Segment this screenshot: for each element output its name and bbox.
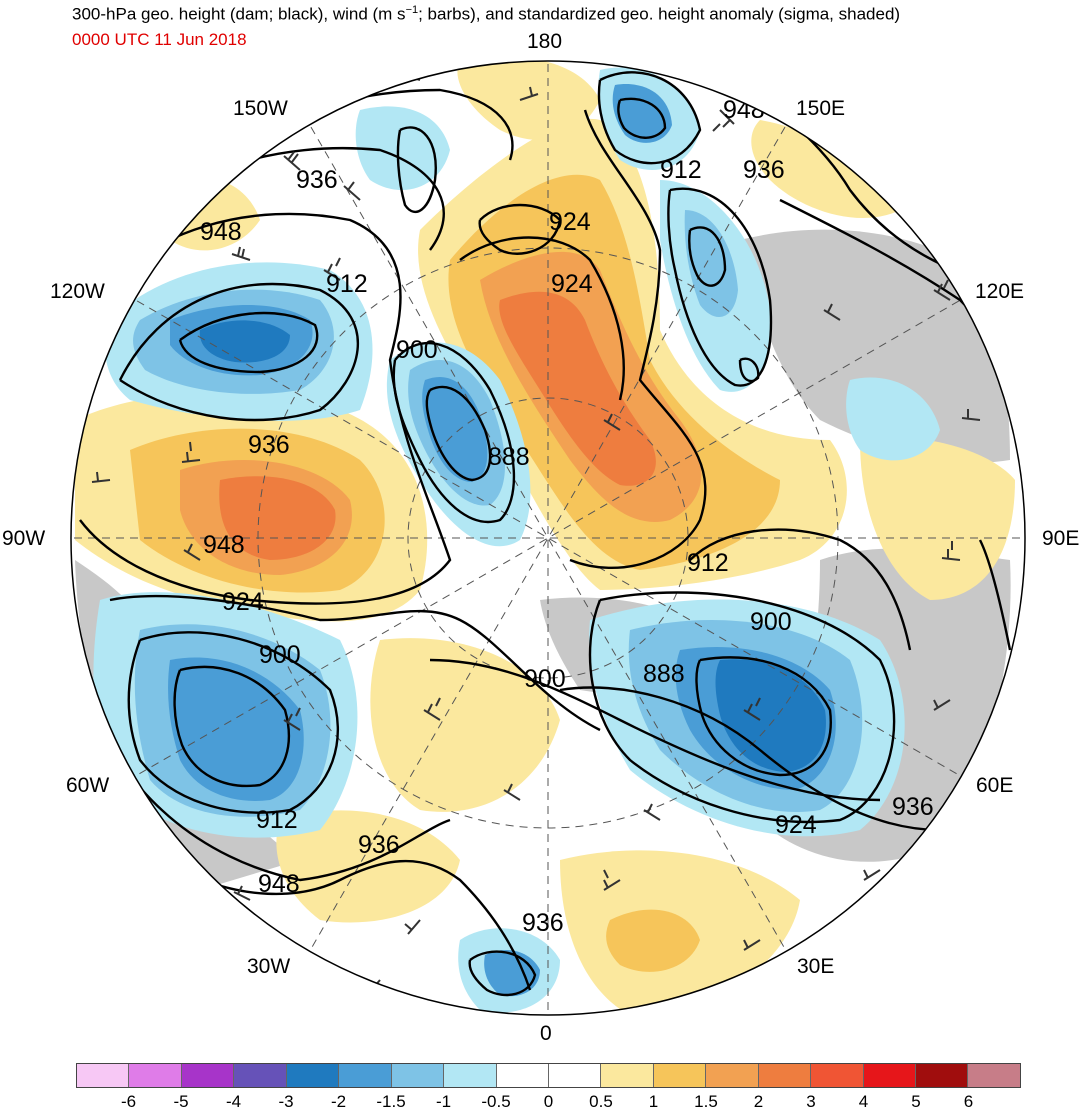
negative-anomaly: [355, 106, 450, 190]
lon-label-0: 0: [540, 1022, 552, 1045]
map-title: 300-hPa geo. height (dam; black), wind (…: [72, 4, 900, 25]
contour-label: 912: [660, 156, 702, 184]
colorbar-box: [548, 1064, 602, 1087]
negative-anomaly: [684, 210, 738, 317]
positive-anomaly: [219, 476, 336, 560]
colorbar-tick-label: 2: [753, 1092, 764, 1111]
lon-label-60w: 60W: [66, 774, 110, 797]
contour-label: 912: [326, 270, 368, 298]
contour-label: 900: [524, 665, 566, 693]
height-contours: [79, 61, 1022, 997]
colorbar-box: [234, 1064, 287, 1087]
colorbar-box: [758, 1064, 812, 1087]
colorbar-tick-label: -3: [278, 1092, 294, 1111]
positive-anomaly: [860, 437, 1015, 600]
title-pre: 300-hPa geo. height (dam; black), wind (…: [72, 4, 406, 24]
lon-label-60e: 60E: [976, 774, 1014, 797]
contour-label: 924: [551, 270, 593, 298]
lon-label-90w: 90W: [2, 527, 46, 550]
positive-anomaly: [499, 291, 656, 486]
colorbar-tick-label: 6: [963, 1092, 974, 1111]
contour-label: 888: [488, 443, 530, 471]
colorbar-tick-label: -4: [225, 1092, 242, 1111]
colorbar-tick-label: 4: [858, 1092, 869, 1111]
wind-barbs: [81, 66, 981, 995]
title-post: ; barbs), and standardized geo. height a…: [418, 4, 901, 24]
colorbar-tick-label: -6: [120, 1092, 137, 1111]
colorbar-tick-label: -0.5: [481, 1092, 511, 1111]
contour-label: 912: [256, 806, 298, 834]
contour-label: 888: [643, 660, 685, 688]
positive-anomaly: [370, 638, 560, 812]
colorbar-tick-label: -1.5: [376, 1092, 406, 1111]
contour-label: 924: [222, 588, 264, 616]
negative-anomaly: [715, 659, 826, 772]
colorbar-tick-label: -2: [330, 1092, 347, 1111]
negative-anomaly: [199, 320, 290, 363]
positive-anomaly: [606, 909, 700, 972]
positive-anomaly: [751, 120, 900, 219]
colorbar-box: [601, 1064, 654, 1087]
contour-label: 900: [259, 641, 301, 669]
colorbar-box: [444, 1064, 497, 1087]
colorbar-box: [916, 1064, 969, 1087]
contour-label: 936: [743, 156, 785, 184]
negative-anomaly: [846, 377, 940, 461]
graticule: [71, 61, 1025, 1015]
contour-label: 948: [258, 870, 300, 898]
contour-label: 936: [522, 909, 564, 937]
contour-label: 900: [750, 608, 792, 636]
colorbar-box: [968, 1064, 1020, 1087]
colorbar-tick-label: 0: [543, 1092, 554, 1111]
colorbar-tick-label: -5: [173, 1092, 189, 1111]
contour-label: 912: [687, 549, 729, 577]
contour-label: 936: [296, 166, 338, 194]
map-disc: 936 948 912 948 912 936 948 924 924 912 …: [71, 61, 1025, 1015]
colorbar-box: [496, 1064, 549, 1087]
colorbar-box: [286, 1064, 340, 1087]
colorbar-tick-label: 0.5: [589, 1092, 613, 1111]
valid-time: 0000 UTC 11 Jun 2018: [72, 30, 247, 49]
lon-label-150w: 150W: [233, 97, 288, 120]
contour-label: 948: [203, 531, 245, 559]
lon-label-30w: 30W: [247, 955, 291, 978]
colorbar-box: [653, 1064, 707, 1087]
contour-label: 936: [892, 793, 934, 821]
colorbar-box: [863, 1064, 916, 1087]
lon-label-30e: 30E: [797, 955, 835, 978]
contour-label: 924: [549, 208, 591, 236]
contour-label: 948: [200, 218, 242, 246]
title-superscript: −1: [405, 4, 419, 16]
contour-label: 936: [248, 431, 290, 459]
lon-label-120e: 120E: [975, 280, 1025, 303]
map-boundary: [70, 60, 1026, 1016]
colorbar-box: [391, 1064, 445, 1087]
positive-anomaly: [457, 61, 600, 140]
colorbar-box: [706, 1064, 759, 1087]
colorbar-tick-label: 1.5: [694, 1092, 718, 1111]
contour-label: 924: [775, 811, 817, 839]
contour-label: 900: [396, 336, 438, 364]
colorbar-tick-label: -1: [435, 1092, 452, 1111]
colorbar-box: [129, 1064, 182, 1087]
colorbar-tick-label: 5: [911, 1092, 921, 1111]
colorbar-box: [77, 1064, 130, 1087]
lon-label-90e: 90E: [1042, 527, 1080, 550]
colorbar-box: [181, 1064, 235, 1087]
colorbar-box: [339, 1064, 392, 1087]
lon-label-120w: 120W: [50, 280, 105, 303]
contour-value-labels: 936 948 912 948 912 936 948 924 924 912 …: [200, 96, 934, 937]
anomaly-colorbar: [76, 1063, 1021, 1088]
lon-label-150e: 150E: [796, 97, 846, 120]
contour-label: 936: [358, 831, 400, 859]
colorbar-box: [811, 1064, 864, 1087]
colorbar-tick-label: 1: [648, 1092, 659, 1111]
colorbar-tick-label: 3: [806, 1092, 816, 1111]
lon-label-180: 180: [527, 30, 563, 53]
